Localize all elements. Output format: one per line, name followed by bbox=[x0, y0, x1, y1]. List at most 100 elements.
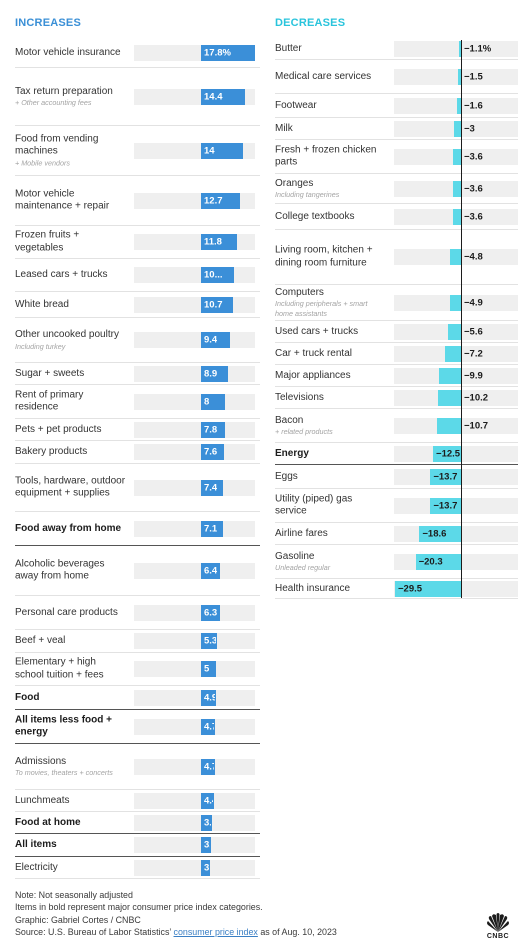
bar-track: 7.8 bbox=[134, 421, 255, 438]
category-label: Televisions bbox=[275, 391, 385, 404]
increase-row: Frozen fruits + vegetables 11.8 bbox=[15, 226, 260, 259]
bar-track: −13.7 bbox=[394, 468, 518, 485]
category-name: Footwear bbox=[275, 99, 317, 111]
value-label: 4.9 bbox=[204, 692, 215, 703]
bar-track: 12.7 bbox=[134, 192, 255, 209]
decrease-row: Fresh + frozen chicken parts −3.6 bbox=[275, 140, 518, 174]
decrease-row: Televisions −10.2 bbox=[275, 387, 518, 409]
category-label: Electricity bbox=[15, 861, 127, 874]
category-name: Gasoline bbox=[275, 550, 315, 562]
bar-track: −10.7 bbox=[394, 417, 518, 434]
decrease-row: Airline fares −18.6 bbox=[275, 523, 518, 545]
category-name: Motor vehicle insurance bbox=[15, 46, 121, 58]
decrease-bar bbox=[458, 40, 461, 57]
bar-track: 4.7 bbox=[134, 758, 255, 775]
category-name: Electricity bbox=[15, 861, 58, 873]
value-label: −5.6 bbox=[464, 326, 483, 337]
value-label: −3.6 bbox=[464, 211, 483, 222]
source-prefix: Source: U.S. Bureau of Labor Statistics’ bbox=[15, 926, 174, 937]
increase-row: Other uncooked poultry Including turkey 9.… bbox=[15, 318, 260, 363]
value-label: 14.4 bbox=[204, 91, 223, 102]
increase-row: Motor vehicle insurance 17.8% bbox=[15, 38, 260, 68]
category-note: Including peripherals + smart home assis… bbox=[275, 298, 368, 318]
value-label: −1.1% bbox=[464, 43, 492, 54]
value-label: −3 bbox=[464, 123, 475, 134]
category-label: Tax return preparation + Other accounting… bbox=[15, 85, 127, 108]
value-label: −20.3 bbox=[418, 556, 443, 567]
value-label: 7.1 bbox=[204, 523, 218, 534]
category-label: Food at home bbox=[15, 816, 127, 829]
category-name: Food at home bbox=[15, 816, 81, 828]
value-label: 4.7 bbox=[204, 721, 214, 732]
value-label: 3 bbox=[204, 862, 210, 873]
bar-track: 9.4 bbox=[134, 332, 255, 348]
category-name: Utility (piped) gas service bbox=[275, 493, 353, 517]
bar-track: −4.9 bbox=[394, 294, 518, 311]
bar-track: −29.5 bbox=[394, 580, 518, 597]
decrease-row: Gasoline Unleaded regular −20.3 bbox=[275, 545, 518, 579]
increase-bar bbox=[201, 479, 224, 496]
increase-bar bbox=[201, 661, 217, 677]
increase-bar bbox=[201, 758, 216, 775]
increase-row: Bakery products 7.6 bbox=[15, 441, 260, 464]
value-label: 4.7 bbox=[204, 761, 214, 772]
bar-track: −1.5 bbox=[394, 68, 518, 85]
decrease-bar bbox=[415, 553, 461, 570]
category-name: Bakery products bbox=[15, 445, 88, 457]
decrease-bar bbox=[433, 445, 461, 462]
value-label: 7.8 bbox=[204, 424, 218, 435]
category-name: Food from vending machines bbox=[15, 133, 99, 157]
category-name: Rent of primary residence bbox=[15, 389, 84, 413]
bar-track: −4.8 bbox=[394, 249, 518, 265]
increase-row: Lunchmeats 4.4 bbox=[15, 790, 260, 812]
category-label: Motor vehicle maintenance + repair bbox=[15, 188, 127, 213]
bar-track: 6.4 bbox=[134, 562, 255, 579]
value-label: −13.7 bbox=[433, 471, 458, 482]
decrease-row: College textbooks −3.6 bbox=[275, 204, 518, 230]
value-label: 5 bbox=[204, 663, 210, 675]
increase-bar bbox=[201, 267, 234, 283]
bar-track: −18.6 bbox=[394, 525, 518, 542]
category-name: Televisions bbox=[275, 391, 324, 403]
footer-source: Source: U.S. Bureau of Labor Statistics’… bbox=[15, 926, 485, 938]
bar-track: 5 bbox=[134, 661, 255, 677]
category-label: All items less food + energy bbox=[15, 714, 127, 739]
bar-track: 3.6 bbox=[134, 814, 255, 831]
decrease-bar bbox=[450, 294, 461, 311]
category-name: Tax return preparation bbox=[15, 85, 113, 97]
zero-axis bbox=[461, 40, 462, 598]
value-label: 7.4 bbox=[204, 482, 218, 493]
increase-row: Food away from home 7.1 bbox=[15, 512, 260, 546]
increase-bar bbox=[201, 633, 218, 649]
category-label: Airline fares bbox=[275, 527, 385, 540]
increase-bar bbox=[201, 814, 212, 831]
bar-track: −1.6 bbox=[394, 97, 518, 114]
category-label: Eggs bbox=[275, 470, 385, 483]
increase-bar bbox=[201, 689, 216, 706]
decrease-row: Footwear −1.6 bbox=[275, 94, 518, 118]
decrease-bar bbox=[450, 249, 461, 265]
value-label: −1.6 bbox=[464, 100, 483, 111]
bar-track: 11.8 bbox=[134, 234, 255, 250]
source-link[interactable]: consumer price index bbox=[173, 926, 258, 937]
decrease-bar bbox=[454, 120, 461, 137]
category-name: Other uncooked poultry bbox=[15, 328, 119, 340]
footer-note: Note: Not seasonally adjusted bbox=[15, 890, 133, 900]
bar-track: 8 bbox=[134, 393, 255, 410]
increase-row: Personal care products 6.3 bbox=[15, 596, 260, 630]
decrease-bar bbox=[438, 367, 461, 384]
decrease-row: Computers Including peripherals + smart h… bbox=[275, 285, 518, 321]
increase-row: Food from vending machines + Mobile vendo… bbox=[15, 126, 260, 176]
bar-track: −3.6 bbox=[394, 148, 518, 165]
value-label: 12.7 bbox=[204, 195, 223, 206]
increase-bar bbox=[201, 365, 228, 382]
value-label: 8 bbox=[204, 396, 210, 407]
decrease-bar bbox=[457, 68, 461, 85]
bar-track: −10.2 bbox=[394, 389, 518, 406]
decrease-row: Living room, kitchen + dining room furni… bbox=[275, 230, 518, 285]
increase-row: White bread 10.7 bbox=[15, 292, 260, 318]
bar-track: 7.4 bbox=[134, 479, 255, 496]
bar-track: 10... bbox=[134, 267, 255, 283]
category-label: Food from vending machines + Mobile vendo… bbox=[15, 133, 127, 168]
category-name: Car + truck rental bbox=[275, 347, 352, 359]
